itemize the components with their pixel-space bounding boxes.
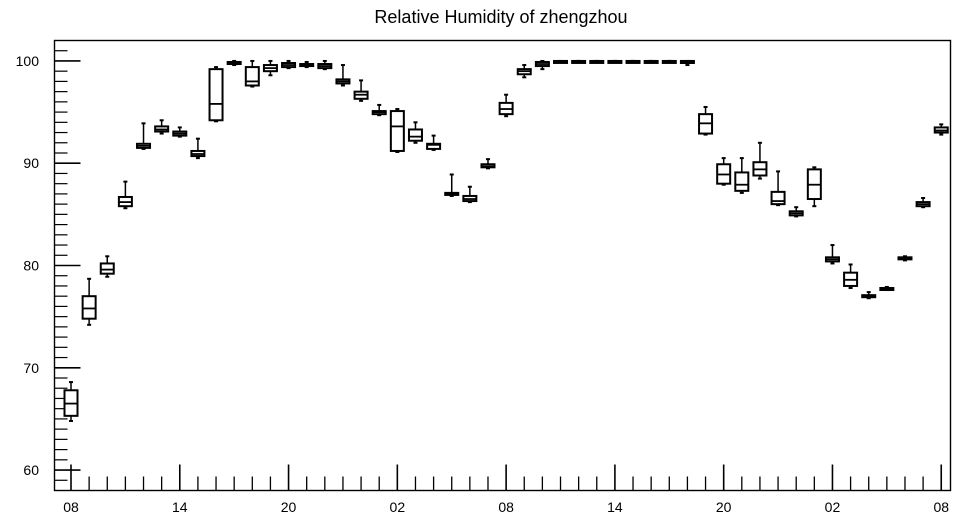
box-plot-item [752, 141, 768, 180]
box-plot-item [788, 206, 804, 218]
x-tick-label: 08 [498, 499, 514, 515]
y-tick-label: 100 [16, 53, 40, 69]
box-plot-item [244, 59, 260, 88]
box-plot-item [643, 59, 659, 64]
y-tick-label: 90 [23, 155, 39, 171]
x-tick-label: 02 [390, 499, 406, 515]
box-plot-item [843, 263, 859, 289]
chart-title: Relative Humidity of zhengzhou [374, 7, 627, 27]
box-iqr [426, 142, 442, 150]
x-axis: 08 14 20 02 08 14 20 02 08 [63, 464, 949, 515]
x-tick-label: 08 [933, 499, 949, 515]
box-plot-item [861, 291, 877, 300]
box-series [63, 59, 949, 422]
box-iqr [407, 128, 423, 142]
box-plot-item [63, 381, 79, 422]
box-plot-item [426, 134, 442, 151]
box-plot-item [679, 59, 695, 67]
y-axis: 60 70 80 90 100 [16, 50, 81, 481]
box-plot-item [172, 126, 188, 138]
box-plot-item [407, 121, 423, 144]
box-plot-item [716, 157, 732, 186]
box-plot-item [625, 59, 641, 64]
box-plot-item [117, 180, 133, 210]
box-plot-item [462, 185, 478, 204]
x-tick-label: 20 [716, 499, 732, 515]
box-plot-item [661, 59, 677, 64]
box-plot-item [553, 59, 569, 64]
box-iqr [81, 295, 97, 320]
x-tick-label: 02 [825, 499, 841, 515]
y-tick-label: 60 [23, 462, 39, 478]
box-plot-item [806, 166, 822, 208]
box-plot-item [824, 244, 840, 265]
box-plot-item [335, 64, 351, 87]
box-iqr [389, 110, 405, 152]
box-plot-item [480, 158, 496, 170]
box-plot-item [317, 59, 333, 71]
box-plot-item [154, 119, 170, 135]
box-iqr [244, 66, 260, 87]
box-plot-item [933, 123, 949, 136]
box-plot-item [915, 197, 931, 209]
box-plot-item [897, 255, 913, 262]
box-iqr [208, 68, 224, 122]
box-plot-item [81, 277, 97, 326]
box-plot-item [534, 59, 550, 71]
x-tick-label: 14 [607, 499, 623, 515]
box-plot-item [516, 64, 532, 79]
box-plot-item [879, 285, 895, 292]
box-plot-item [190, 137, 206, 160]
box-plot-item [498, 93, 514, 118]
y-tick-label: 80 [23, 258, 39, 274]
box-plot-item [444, 173, 460, 197]
x-tick-label: 20 [281, 499, 297, 515]
x-tick-label: 08 [63, 499, 79, 515]
box-plot-item [299, 60, 315, 69]
box-iqr [770, 190, 786, 206]
box-plot-item [99, 255, 115, 278]
box-plot-item [281, 59, 297, 70]
box-plot-item [734, 157, 750, 194]
box-plot-item [262, 59, 278, 77]
box-plot-item [571, 59, 587, 64]
box-plot-item [136, 122, 152, 150]
x-tick-label: 14 [172, 499, 188, 515]
y-tick-label: 70 [23, 360, 39, 376]
box-plot-item [607, 59, 623, 64]
box-plot-item [208, 66, 224, 123]
box-plot-item [389, 108, 405, 153]
box-iqr [99, 262, 115, 275]
box-plot-item [589, 59, 605, 64]
box-plot-item [371, 103, 387, 117]
box-plot-item [698, 105, 714, 136]
box-iqr [734, 171, 750, 192]
box-plot-item [226, 59, 242, 67]
box-plot-item [770, 170, 786, 207]
box-plot-item [353, 79, 369, 102]
